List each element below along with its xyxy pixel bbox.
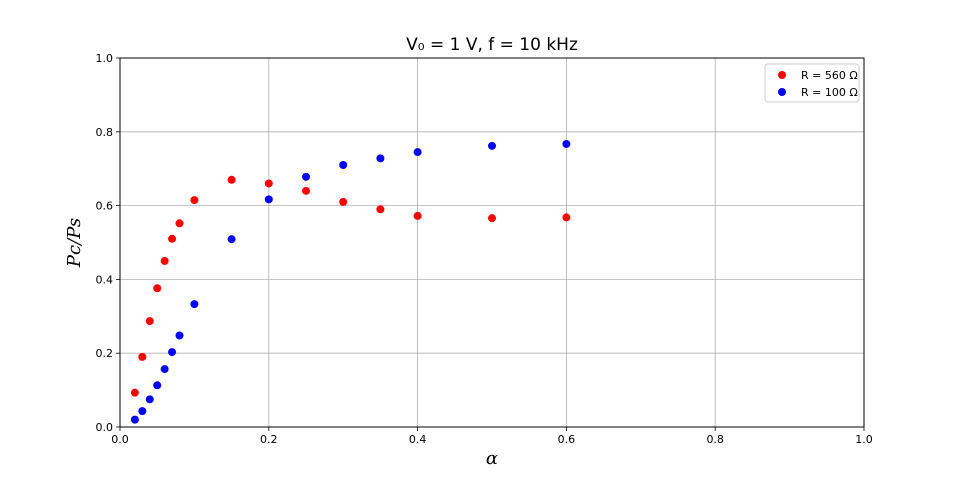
data-point-series-1 bbox=[168, 234, 177, 243]
y-tick-label: 0.4 bbox=[96, 273, 114, 286]
data-point-series-1 bbox=[153, 284, 162, 293]
legend-marker bbox=[778, 88, 786, 96]
legend-marker bbox=[778, 71, 786, 79]
data-point-series-1 bbox=[302, 186, 310, 195]
data-point-series-2 bbox=[413, 148, 422, 157]
data-point-series-1 bbox=[145, 317, 154, 326]
data-point-series-2 bbox=[160, 365, 169, 374]
plot-frame bbox=[119, 57, 865, 428]
y-tick-label: 1.0 bbox=[96, 52, 114, 65]
data-point-series-2 bbox=[145, 395, 154, 404]
data-point-series-2 bbox=[138, 407, 147, 416]
data-point-series-1 bbox=[227, 175, 236, 184]
y-axis-label: Pc/Ps bbox=[64, 218, 85, 268]
data-point-series-2 bbox=[190, 300, 199, 309]
data-point-series-1 bbox=[413, 211, 422, 220]
data-point-series-1 bbox=[488, 214, 496, 223]
data-point-series-1 bbox=[190, 196, 199, 205]
data-point-series-1 bbox=[376, 205, 385, 214]
x-tick-label: 0.2 bbox=[260, 433, 278, 446]
x-tick-label: 0.4 bbox=[409, 433, 427, 446]
data-point-series-2 bbox=[153, 381, 162, 390]
x-tick-label: 1.0 bbox=[855, 433, 873, 446]
data-point-series-2 bbox=[339, 161, 348, 170]
x-tick-label: 0.0 bbox=[111, 433, 129, 446]
data-point-series-2 bbox=[168, 348, 177, 357]
legend-label: R = 100 Ω bbox=[801, 86, 858, 99]
y-tick-label: 0.6 bbox=[96, 200, 114, 213]
data-point-series-1 bbox=[160, 256, 169, 265]
data-point-series-1 bbox=[138, 352, 147, 361]
data-point-series-1 bbox=[130, 388, 139, 397]
data-point-series-2 bbox=[175, 331, 184, 340]
chart-title: V₀ = 1 V, f = 10 kHz bbox=[406, 35, 578, 55]
data-point-series-2 bbox=[302, 172, 310, 181]
data-point-series-1 bbox=[339, 197, 348, 206]
data-point-series-2 bbox=[130, 415, 139, 424]
data-point-series-1 bbox=[562, 213, 571, 222]
y-tick-label: 0.8 bbox=[96, 126, 114, 139]
data-point-series-2 bbox=[264, 195, 273, 204]
x-tick-label: 0.6 bbox=[558, 433, 576, 446]
data-point-series-2 bbox=[488, 141, 496, 150]
x-axis-label: α bbox=[486, 448, 498, 469]
x-tick-label: 0.8 bbox=[706, 433, 724, 446]
legend-label: R = 560 Ω bbox=[801, 69, 858, 82]
data-point-series-1 bbox=[175, 219, 184, 228]
axis-ticks: 0.0 0.2 0.4 0.6 0.8 1.0 0.0 0.2 0.4 0.6 0.8 1.0 bbox=[96, 52, 873, 446]
data-point-series-1 bbox=[264, 179, 273, 188]
y-tick-label: 0.0 bbox=[96, 421, 114, 434]
data-point-series-2 bbox=[227, 235, 236, 244]
data-points bbox=[130, 139, 571, 424]
data-point-series-2 bbox=[376, 154, 385, 163]
legend-box bbox=[764, 63, 860, 103]
legend: R = 560 Ω R = 100 Ω bbox=[764, 63, 860, 103]
y-tick-label: 0.2 bbox=[96, 347, 114, 360]
data-point-series-2 bbox=[562, 139, 571, 148]
